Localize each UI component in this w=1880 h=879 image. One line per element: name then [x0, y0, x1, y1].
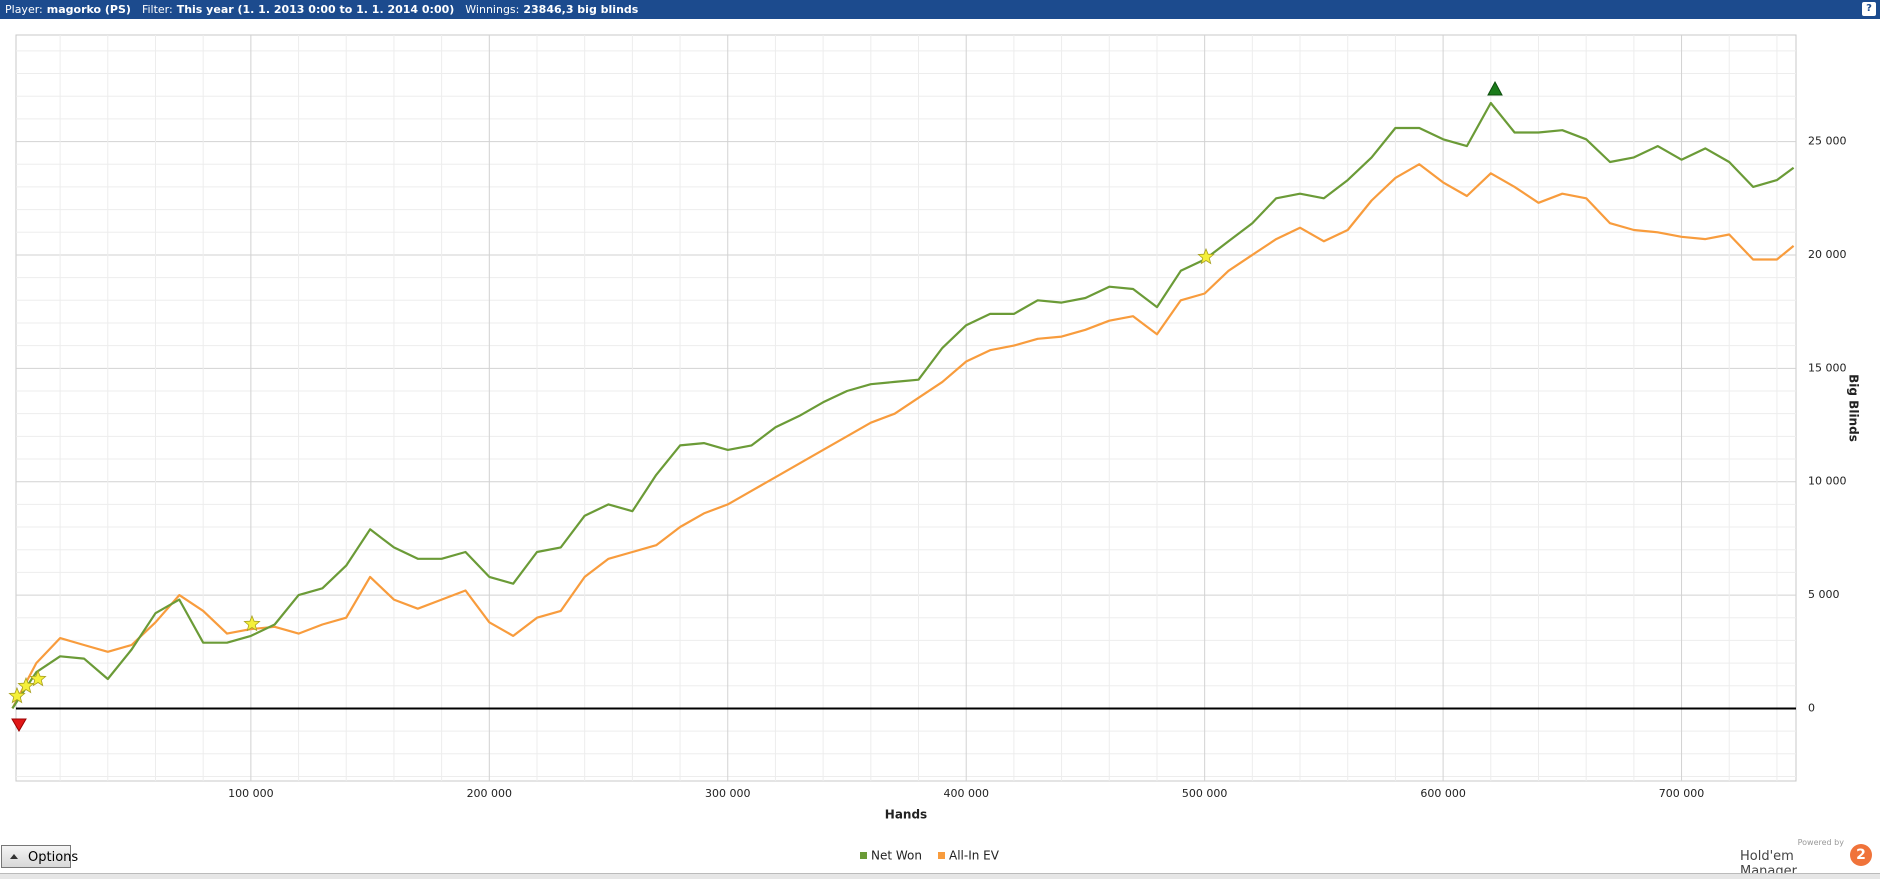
red-triangle	[11, 718, 27, 732]
x-tick-label: 700 000	[1659, 787, 1705, 800]
markers	[11, 80, 1503, 732]
header-label: Player:	[5, 3, 43, 16]
y-tick-label: 5 000	[1808, 588, 1840, 601]
y-axis-label: Big Blinds	[1847, 374, 1861, 442]
y-tick-label: 20 000	[1808, 248, 1847, 261]
series-line	[11, 101, 1795, 710]
options-button[interactable]: Options	[1, 845, 78, 868]
series-line	[11, 163, 1795, 709]
grid	[16, 35, 1796, 781]
x-tick-label: 400 000	[943, 787, 989, 800]
green-triangle	[1487, 80, 1503, 96]
legend-label: Net Won	[871, 849, 922, 863]
plot-area	[15, 34, 1797, 782]
powered-by: Powered by	[1797, 838, 1844, 847]
x-tick-label: 600 000	[1420, 787, 1466, 800]
x-tick-label: 200 000	[467, 787, 513, 800]
x-tick-label: 500 000	[1182, 787, 1228, 800]
help-button[interactable]: ?	[1862, 2, 1876, 16]
header-label: Winnings:	[465, 3, 520, 16]
y-tick-label: 15 000	[1808, 361, 1847, 374]
legend-label: All-In EV	[949, 849, 1000, 863]
stars	[8, 247, 1215, 704]
star-marker	[1197, 247, 1215, 265]
branding: Powered by Hold'em Manager 2	[1740, 838, 1876, 879]
x-tick-label: 100 000	[228, 787, 274, 800]
y-tick-label: 0	[1808, 701, 1815, 714]
footer-strip	[0, 873, 1880, 879]
star-marker	[17, 676, 35, 694]
title-bar: Player: magorko (PS) Filter: This year (1. …	[0, 0, 1880, 19]
header-value: magorko (PS)	[46, 3, 131, 16]
y-tick-label: 25 000	[1808, 135, 1847, 148]
badge: 2	[1850, 844, 1872, 866]
x-axis-label: Hands	[885, 808, 927, 822]
header-value: This year (1. 1. 2013 0:00 to 1. 1. 2014…	[176, 3, 455, 16]
legend-swatch	[938, 852, 945, 859]
header-label: Filter:	[141, 3, 173, 16]
star-marker	[29, 669, 47, 687]
header-value: 23846,3 big blinds	[523, 3, 639, 16]
x-tick-label: 300 000	[705, 787, 751, 800]
star-marker	[243, 614, 261, 632]
lines	[11, 101, 1795, 710]
legend-swatch	[860, 852, 867, 859]
star-marker	[8, 686, 26, 704]
y-tick-label: 10 000	[1808, 475, 1847, 488]
legend: Net Won All-In EV	[860, 849, 1000, 863]
